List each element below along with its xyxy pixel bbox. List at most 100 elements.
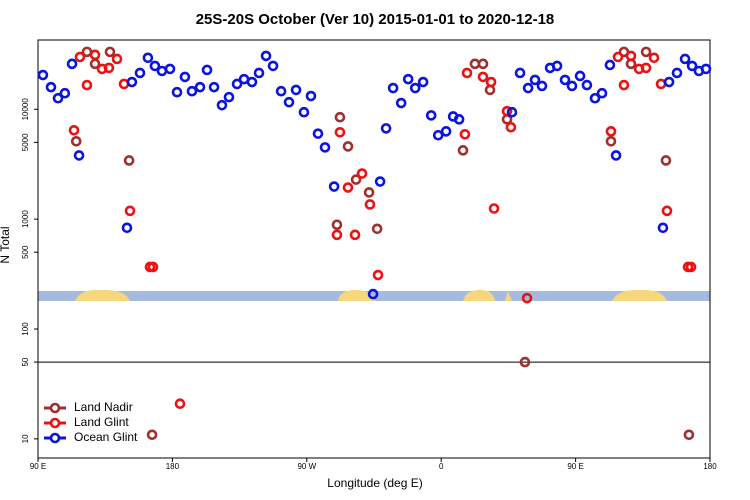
- y-tick-label: 5000: [21, 133, 30, 151]
- data-point: [334, 111, 346, 123]
- data-point: [488, 203, 500, 214]
- data-point: [81, 79, 93, 91]
- data-point: [372, 269, 384, 281]
- data-point: [409, 82, 421, 94]
- data-point: [648, 52, 660, 64]
- data-point: [275, 85, 287, 97]
- data-point: [519, 356, 531, 368]
- data-point: [216, 99, 228, 111]
- data-point: [267, 60, 279, 72]
- data-point: [432, 129, 444, 141]
- data-point: [522, 82, 534, 94]
- data-point: [305, 90, 317, 102]
- land-strip: [75, 289, 667, 301]
- data-point: [374, 176, 386, 187]
- data-point: [604, 59, 616, 71]
- y-tick-label: 1000: [21, 210, 30, 228]
- data-point: [149, 60, 161, 72]
- data-point: [459, 128, 471, 140]
- plot-frame: [37, 39, 711, 459]
- data-point: [70, 136, 82, 147]
- data-point: [671, 67, 683, 79]
- data-point: [331, 229, 343, 241]
- x-tick-label: 180: [166, 462, 180, 471]
- data-point: [66, 58, 78, 70]
- data-point: [461, 67, 473, 79]
- legend-marker: [49, 432, 61, 444]
- data-point: [514, 67, 526, 79]
- data-point: [581, 79, 593, 91]
- data-point: [625, 50, 637, 62]
- y-tick-label: 100: [21, 322, 30, 336]
- data-point: [529, 74, 541, 86]
- data-point: [605, 126, 617, 137]
- data-point: [663, 76, 675, 88]
- data-point: [685, 261, 697, 273]
- y-tick-label: 10: [21, 434, 30, 443]
- legend-marker: [49, 402, 61, 414]
- data-point: [610, 150, 622, 161]
- data-point: [618, 79, 630, 91]
- data-point: [574, 70, 586, 82]
- data-point: [121, 222, 133, 234]
- data-point: [440, 126, 452, 137]
- data-point: [147, 261, 159, 273]
- x-axis-label: Longitude (deg E): [327, 476, 422, 490]
- x-tick-label: 90 W: [297, 462, 316, 471]
- data-point: [363, 187, 375, 198]
- data-point: [171, 86, 183, 98]
- data-point: [485, 76, 497, 88]
- legend-label: Land Nadir: [74, 400, 133, 414]
- data-point: [37, 69, 49, 81]
- data-point: [612, 51, 624, 63]
- data-point: [364, 199, 376, 210]
- data-point: [74, 51, 86, 63]
- data-point: [45, 81, 57, 93]
- y-tick-label: 10000: [21, 98, 30, 121]
- data-point: [334, 127, 346, 138]
- data-point: [655, 78, 667, 90]
- data-point: [657, 222, 669, 234]
- data-point: [319, 142, 331, 153]
- data-point: [536, 80, 548, 92]
- land-ocean-strip: [38, 289, 710, 301]
- data-point: [551, 60, 563, 72]
- data-point: [640, 62, 652, 74]
- data-point: [52, 92, 64, 104]
- data-point: [356, 168, 368, 179]
- data-point: [312, 128, 324, 139]
- data-point: [104, 46, 116, 58]
- ocean-strip: [38, 291, 710, 301]
- data-point: [566, 80, 578, 92]
- data-point: [223, 91, 235, 103]
- data-point: [283, 96, 295, 108]
- data-point: [231, 78, 243, 90]
- data-point: [103, 62, 115, 74]
- legend-marker: [49, 417, 61, 429]
- data-point: [559, 74, 571, 86]
- data-point: [260, 50, 272, 62]
- data-point: [596, 87, 608, 99]
- data-point: [349, 229, 361, 241]
- x-tick-label: 90 E: [30, 462, 46, 471]
- data-point: [402, 73, 414, 85]
- y-tick-label: 50: [21, 357, 30, 366]
- legend-label: Ocean Glint: [74, 430, 138, 444]
- data-point: [501, 105, 513, 117]
- data-point: [395, 97, 407, 109]
- y-tick-label: 500: [21, 245, 30, 259]
- data-point: [134, 67, 146, 79]
- data-point: [589, 92, 601, 104]
- data-point: [179, 71, 191, 83]
- data-point: [201, 64, 213, 76]
- data-point: [605, 136, 617, 147]
- data-point: [142, 52, 154, 64]
- x-tick-label: 180: [703, 462, 717, 471]
- data-point: [506, 106, 518, 118]
- data-point: [208, 81, 220, 93]
- data-point: [59, 87, 71, 99]
- data-point: [387, 82, 399, 94]
- y-axis-label: N Total: [0, 226, 12, 263]
- data-point: [164, 63, 176, 75]
